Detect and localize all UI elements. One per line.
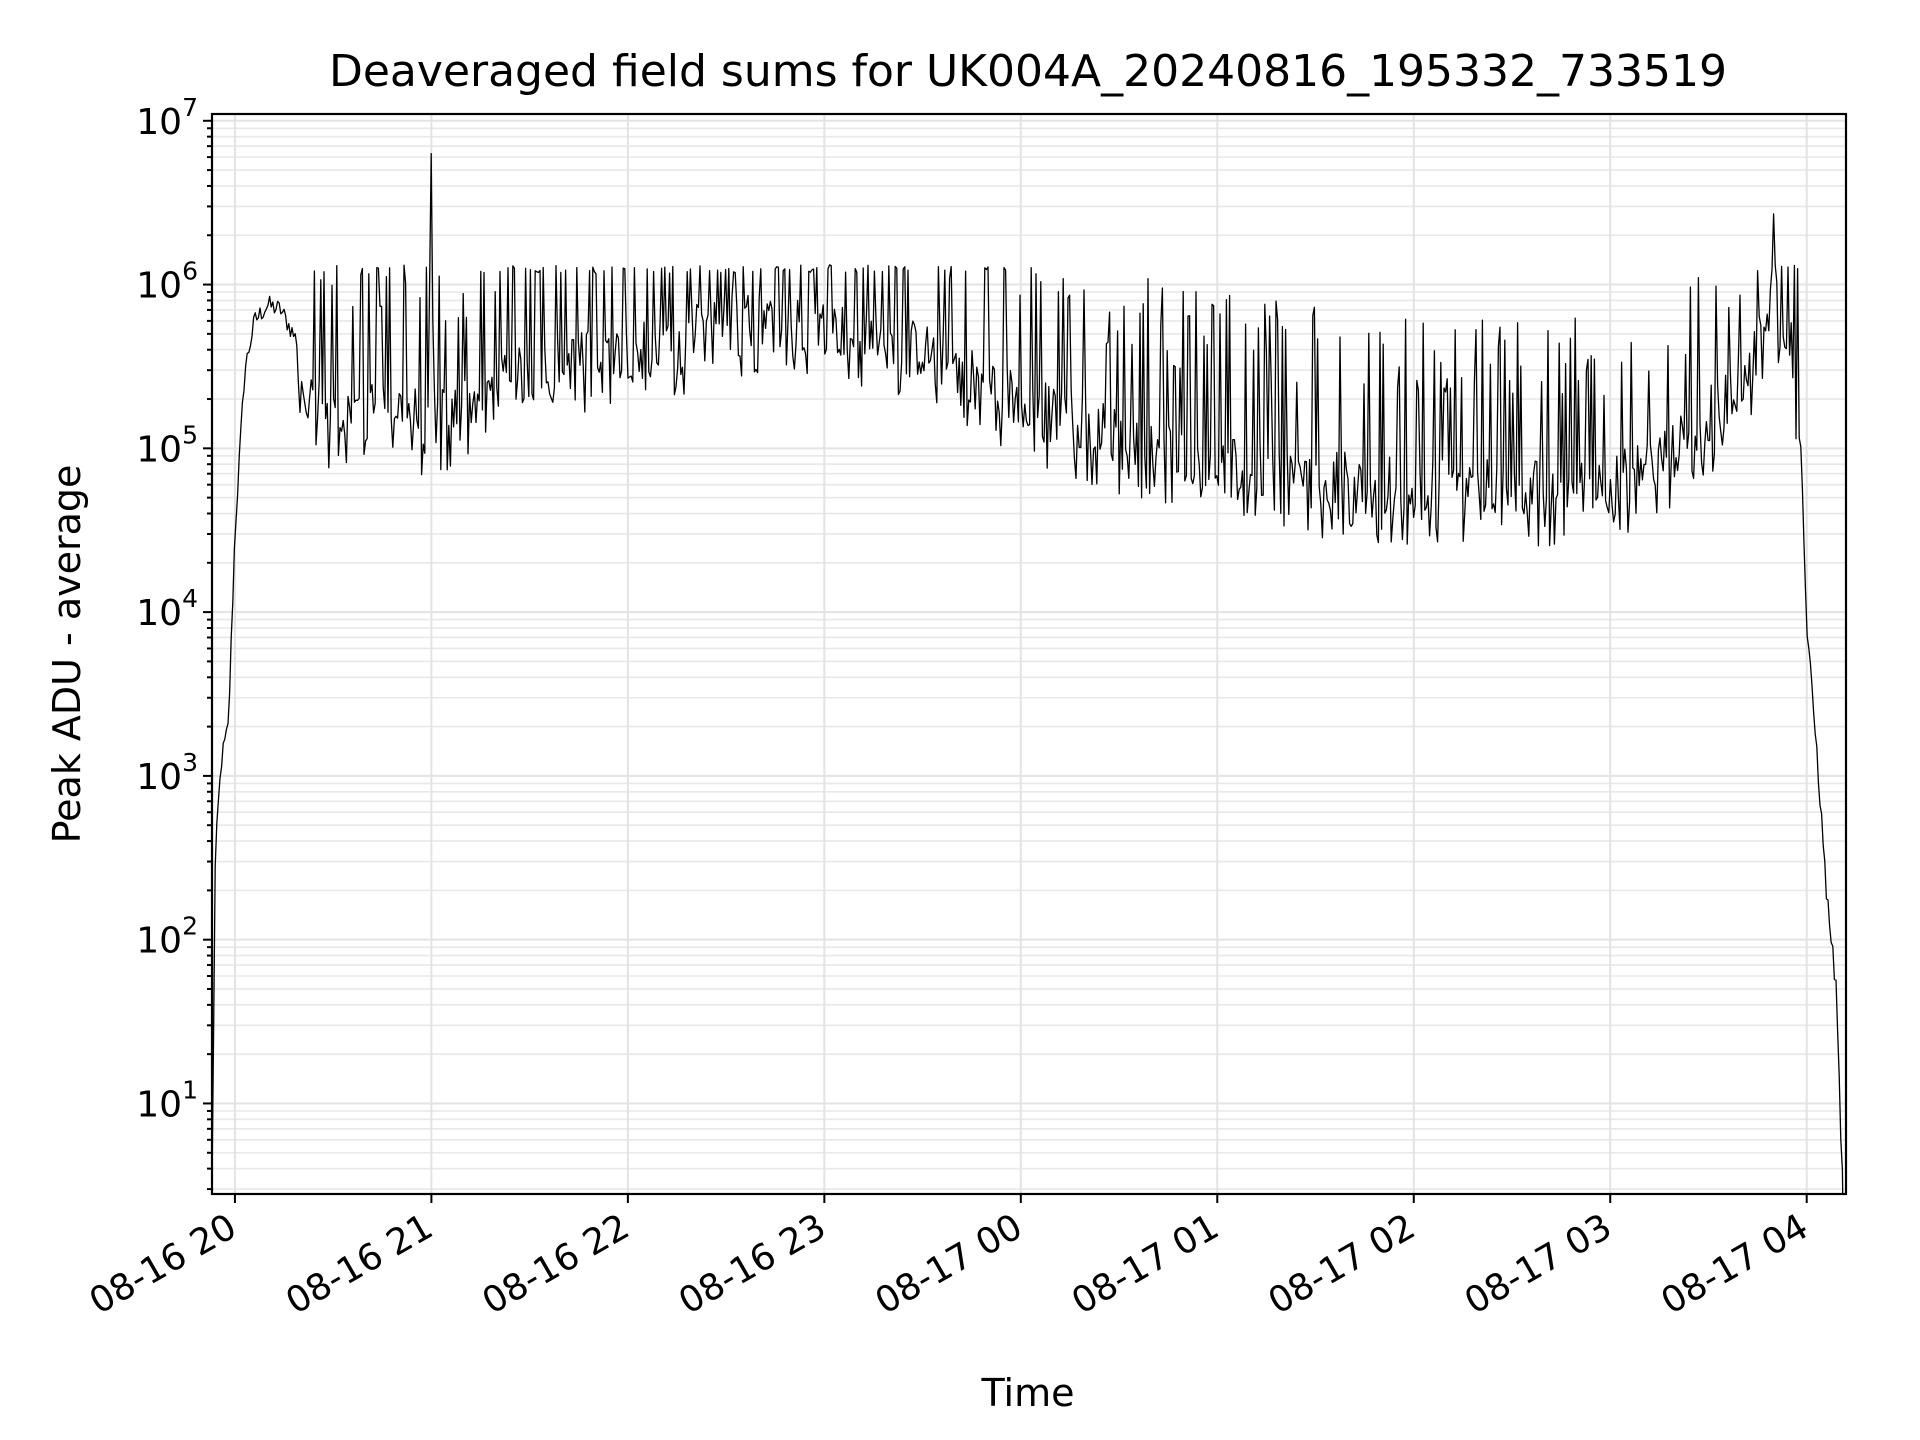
x-tick-label: 08-17 03 <box>1458 1206 1619 1322</box>
x-tick-label: 08-17 02 <box>1262 1206 1423 1322</box>
y-tick-base: 10 <box>136 593 182 634</box>
x-tick-label: 08-17 01 <box>1065 1206 1226 1322</box>
y-tick-exponent: 1 <box>182 1075 198 1104</box>
x-axis-label: Time <box>981 1371 1075 1415</box>
series-line <box>211 152 1844 1195</box>
y-tick-exponent: 7 <box>182 93 198 122</box>
y-tick-exponent: 2 <box>182 912 198 941</box>
minor-gridlines <box>212 127 1846 1190</box>
x-tick-label: 08-16 22 <box>476 1206 637 1322</box>
x-tick-label: 08-17 04 <box>1655 1206 1816 1322</box>
y-tick-label: 101 <box>136 1075 198 1125</box>
chart-title: Deaveraged field sums for UK004A_2024081… <box>329 46 1727 97</box>
y-tick-label: 102 <box>136 912 198 962</box>
x-tick-label: 08-16 20 <box>83 1206 244 1322</box>
y-tick-label: 103 <box>136 748 198 798</box>
y-tick-label: 104 <box>136 584 198 634</box>
y-tick-label: 106 <box>136 257 198 307</box>
y-tick-label: 107 <box>136 93 198 143</box>
y-tick-exponent: 5 <box>182 420 198 449</box>
x-tick-label: 08-16 23 <box>672 1206 833 1322</box>
y-tick-base: 10 <box>136 429 182 470</box>
y-tick-label: 105 <box>136 420 198 470</box>
x-tick-label: 08-16 21 <box>279 1206 440 1322</box>
x-tick-label: 08-17 00 <box>869 1206 1030 1322</box>
y-tick-exponent: 6 <box>182 257 198 286</box>
y-tick-base: 10 <box>136 266 182 307</box>
major-gridlines <box>212 114 1846 1194</box>
plot-frame <box>210 112 1848 1196</box>
y-tick-base: 10 <box>136 757 182 798</box>
y-tick-exponent: 4 <box>182 584 198 613</box>
y-tick-base: 10 <box>136 921 182 962</box>
y-tick-exponent: 3 <box>182 748 198 777</box>
x-axis: 08-16 20 08-16 21 08-16 22 08-16 23 08-17 00… <box>83 1194 1815 1323</box>
y-axis-label: Peak ADU - average <box>45 465 89 844</box>
y-tick-base: 10 <box>136 1084 182 1125</box>
y-tick-base: 10 <box>136 102 182 143</box>
